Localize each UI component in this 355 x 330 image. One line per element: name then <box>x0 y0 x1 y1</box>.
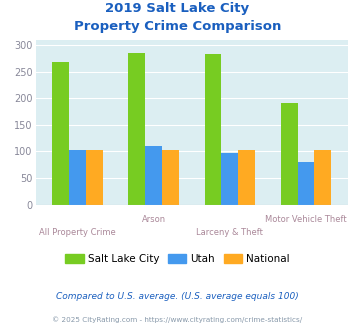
Bar <box>86 150 103 205</box>
Text: All Property Crime: All Property Crime <box>39 228 116 237</box>
Bar <box>281 104 297 205</box>
Bar <box>145 146 162 205</box>
Legend: Salt Lake City, Utah, National: Salt Lake City, Utah, National <box>62 250 293 267</box>
Bar <box>297 162 315 205</box>
Text: Larceny & Theft: Larceny & Theft <box>196 228 263 237</box>
Bar <box>204 54 222 205</box>
Bar <box>222 153 238 205</box>
Bar <box>69 150 86 205</box>
Text: Compared to U.S. average. (U.S. average equals 100): Compared to U.S. average. (U.S. average … <box>56 292 299 301</box>
Bar <box>315 150 331 205</box>
Text: Arson: Arson <box>142 214 166 223</box>
Text: 2019 Salt Lake City: 2019 Salt Lake City <box>105 2 250 15</box>
Bar <box>129 53 145 205</box>
Bar <box>238 150 255 205</box>
Text: Motor Vehicle Theft: Motor Vehicle Theft <box>265 214 347 223</box>
Text: © 2025 CityRating.com - https://www.cityrating.com/crime-statistics/: © 2025 CityRating.com - https://www.city… <box>53 317 302 323</box>
Text: Property Crime Comparison: Property Crime Comparison <box>74 20 281 33</box>
Bar <box>162 150 179 205</box>
Bar <box>52 62 69 205</box>
